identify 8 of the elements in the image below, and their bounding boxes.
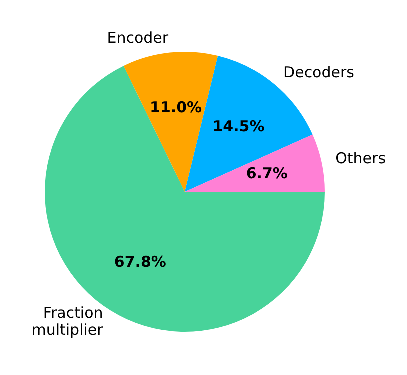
- data-label: 6.7%: [246, 164, 288, 182]
- data-label: 67.8%: [114, 253, 166, 272]
- slice-label: Encoder: [107, 28, 170, 47]
- data-label: 14.5%: [212, 117, 265, 136]
- slice-label: Others: [336, 150, 386, 168]
- slice-label: Decoders: [284, 64, 355, 82]
- slice-label: Fraction multiplier: [32, 304, 104, 339]
- data-label: 11.0%: [150, 98, 202, 116]
